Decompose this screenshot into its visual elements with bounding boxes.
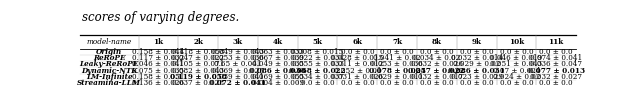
Text: 0.049 ± 0.043: 0.049 ± 0.043 [212, 48, 264, 56]
Text: 0.052 ± 0.01: 0.052 ± 0.01 [333, 67, 381, 75]
Text: 0.046 ± 0.041: 0.046 ± 0.041 [132, 60, 184, 68]
Text: 9k: 9k [472, 38, 482, 46]
Text: 2k: 2k [193, 38, 203, 46]
Text: 7k: 7k [392, 38, 402, 46]
Text: 0.041 ± 0.02: 0.041 ± 0.02 [373, 54, 421, 62]
Text: 0.07 ± 0.024: 0.07 ± 0.024 [493, 67, 540, 75]
Text: 0.0 ± 0.0: 0.0 ± 0.0 [460, 48, 493, 56]
Text: 0.158 ± 0.044: 0.158 ± 0.044 [132, 48, 184, 56]
Text: 10k: 10k [509, 38, 524, 46]
Text: 0.032 ± 0.027: 0.032 ± 0.027 [530, 73, 582, 81]
Text: 0.0 ± 0.0: 0.0 ± 0.0 [540, 48, 573, 56]
Text: 0.0 ± 0.0: 0.0 ± 0.0 [340, 79, 374, 85]
Text: 0.65 ± 0.041: 0.65 ± 0.041 [214, 60, 262, 68]
Text: 0.0 ± 0.0: 0.0 ± 0.0 [460, 79, 493, 85]
Text: 0.0 ± 0.0: 0.0 ± 0.0 [340, 48, 374, 56]
Text: 0.032 ± 0.026: 0.032 ± 0.026 [411, 60, 463, 68]
Text: Streaming-LLM: Streaming-LLM [77, 79, 141, 85]
Text: 0.032 ± 0.017: 0.032 ± 0.017 [411, 73, 463, 81]
Text: ReRoPE: ReRoPE [93, 54, 125, 62]
Text: 0.023 ± 0.029: 0.023 ± 0.029 [451, 73, 502, 81]
Text: 0.0 ± 0.0: 0.0 ± 0.0 [540, 79, 573, 85]
Text: 0.074 ± 0.041: 0.074 ± 0.041 [530, 54, 582, 62]
Text: 0.136 ± 0.026: 0.136 ± 0.026 [132, 79, 184, 85]
Text: 0.082 ± 0.043: 0.082 ± 0.043 [172, 67, 224, 75]
Text: 0.053 ± 0.036: 0.053 ± 0.036 [371, 60, 423, 68]
Text: 8k: 8k [432, 38, 442, 46]
Text: 3k: 3k [233, 38, 243, 46]
Text: 0.0 ± 0.0: 0.0 ± 0.0 [500, 48, 533, 56]
Text: 0.105 ± 0.071: 0.105 ± 0.071 [172, 60, 225, 68]
Text: 0.036 ± 0.047: 0.036 ± 0.047 [530, 60, 582, 68]
Text: 0.069 ± 0.055: 0.069 ± 0.055 [252, 73, 304, 81]
Text: 0.0 ± 0.0: 0.0 ± 0.0 [500, 79, 533, 85]
Text: 11k: 11k [548, 38, 564, 46]
Text: 0.0 ± 0.0: 0.0 ± 0.0 [380, 48, 414, 56]
Text: 0.008 ± 0.015: 0.008 ± 0.015 [291, 48, 344, 56]
Text: 0.022 ± 0.034: 0.022 ± 0.034 [292, 54, 344, 62]
Text: 0.117 ± 0.032: 0.117 ± 0.032 [132, 54, 184, 62]
Text: 0.0 ± 0.0: 0.0 ± 0.0 [380, 79, 414, 85]
Text: 0.029 ± 0.011: 0.029 ± 0.011 [371, 73, 423, 81]
Text: 0.067 ± 0.039: 0.067 ± 0.039 [252, 54, 304, 62]
Text: 0.118 ± 0.058: 0.118 ± 0.058 [172, 48, 225, 56]
Text: 0.057 ± 0.022: 0.057 ± 0.022 [408, 67, 465, 75]
Text: LM-Infinite: LM-Infinite [86, 73, 132, 81]
Text: 0.068 ± 0.022: 0.068 ± 0.022 [289, 67, 346, 75]
Text: 5k: 5k [312, 38, 323, 46]
Text: 0.055 ± 0.033: 0.055 ± 0.033 [292, 60, 344, 68]
Text: 4k: 4k [273, 38, 283, 46]
Text: 0.034 ± 0.037: 0.034 ± 0.037 [292, 73, 344, 81]
Text: 0.024 ± 0.02: 0.024 ± 0.02 [493, 73, 540, 81]
Text: 0.037 ± 0.028: 0.037 ± 0.028 [172, 79, 224, 85]
Text: 0.011 ± 0.012: 0.011 ± 0.012 [331, 60, 383, 68]
Text: 0.029 ± 0.02: 0.029 ± 0.02 [453, 60, 500, 68]
Text: 0.049 ± 0.035: 0.049 ± 0.035 [252, 60, 304, 68]
Text: 0.031 ± 0.026: 0.031 ± 0.026 [332, 73, 383, 81]
Text: Dynamic-NTK: Dynamic-NTK [81, 67, 138, 75]
Text: 0.0 ± 0.0: 0.0 ± 0.0 [420, 48, 454, 56]
Text: 0.039 ± 0.041: 0.039 ± 0.041 [212, 73, 264, 81]
Text: 0.063 ± 0.033: 0.063 ± 0.033 [252, 48, 303, 56]
Text: 0.158 ± 0.051: 0.158 ± 0.051 [132, 73, 184, 81]
Text: 6k: 6k [352, 38, 362, 46]
Text: 0.053 ± 0.036: 0.053 ± 0.036 [212, 54, 264, 62]
Text: 0.078 ± 0.024: 0.078 ± 0.024 [369, 67, 426, 75]
Text: 0.032 ± 0.014: 0.032 ± 0.014 [451, 54, 502, 62]
Text: 0.069 ± 0.025: 0.069 ± 0.025 [212, 67, 264, 75]
Text: 0.034 ± 0.02: 0.034 ± 0.02 [413, 54, 461, 62]
Text: 0.0 ± 0.0: 0.0 ± 0.0 [420, 79, 454, 85]
Text: 0.051 ± 0.043: 0.051 ± 0.043 [490, 60, 543, 68]
Text: Origin: Origin [96, 48, 122, 56]
Text: 0.119 ± 0.058: 0.119 ± 0.058 [170, 73, 227, 81]
Text: Leaky-ReRoPE: Leaky-ReRoPE [79, 60, 139, 68]
Text: 0.075 ± 0.035: 0.075 ± 0.035 [132, 67, 184, 75]
Text: 0.047 ± 0.022: 0.047 ± 0.022 [172, 54, 224, 62]
Text: scores of varying degrees.: scores of varying degrees. [83, 11, 240, 24]
Text: 0.0 ± 0.0: 0.0 ± 0.0 [301, 79, 334, 85]
Text: 0.086 ± 0.031: 0.086 ± 0.031 [448, 67, 505, 75]
Text: 0.028 ± 0.015: 0.028 ± 0.015 [331, 54, 383, 62]
Text: 0.086 ± 0.038: 0.086 ± 0.038 [250, 67, 306, 75]
Text: 0.077 ± 0.013: 0.077 ± 0.013 [527, 67, 585, 75]
Text: 0.046 ± 0.019: 0.046 ± 0.019 [490, 54, 543, 62]
Text: 0.072 ± 0.041: 0.072 ± 0.041 [209, 79, 266, 85]
Text: 0.004 ± 0.009: 0.004 ± 0.009 [252, 79, 304, 85]
Text: model-name: model-name [86, 38, 132, 46]
Text: 1k: 1k [154, 38, 163, 46]
